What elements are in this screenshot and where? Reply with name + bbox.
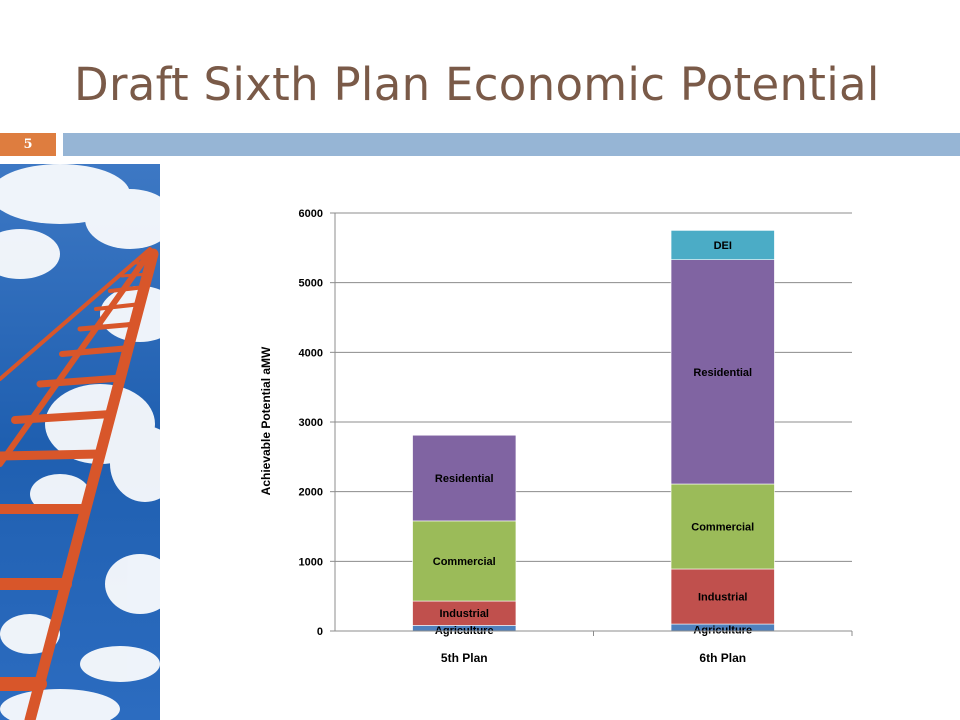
y-tick-label: 6000 xyxy=(299,208,323,220)
y-axis-title: Achievable Potential aMW xyxy=(259,346,273,495)
y-tick-label: 5000 xyxy=(299,278,323,290)
y-tick-label: 3000 xyxy=(299,417,323,429)
segment-label: DEI xyxy=(714,240,732,252)
x-tick-label: 6th Plan xyxy=(699,651,746,665)
bar-segment-residential xyxy=(412,434,517,522)
segment-label: Residential xyxy=(435,473,494,485)
slide-title: Draft Sixth Plan Economic Potential xyxy=(74,58,880,111)
stacked-bar-chart: AgricultureIndustrialCommercialResidenti… xyxy=(259,208,853,665)
bar-segment-dei xyxy=(670,230,775,260)
title-accent-bar xyxy=(63,133,960,156)
y-tick-label: 0 xyxy=(317,626,323,638)
bar-segment-residential xyxy=(670,259,775,485)
segment-label: Industrial xyxy=(439,608,489,620)
y-tick-label: 2000 xyxy=(299,487,323,499)
bar-segment-commercial xyxy=(670,483,775,570)
segment-label: Commercial xyxy=(691,522,754,534)
bar-segment-commercial xyxy=(412,520,517,602)
bar-segment-industrial xyxy=(670,568,775,625)
y-tick-label: 4000 xyxy=(299,347,323,359)
segment-label: Commercial xyxy=(433,556,496,568)
y-tick-label: 1000 xyxy=(299,556,323,568)
ladder-to-sky-photo xyxy=(0,164,160,720)
segment-label: Industrial xyxy=(698,592,748,604)
slide-number: 5 xyxy=(0,133,56,156)
x-tick-label: 5th Plan xyxy=(441,651,488,665)
segment-label: Residential xyxy=(693,367,752,379)
